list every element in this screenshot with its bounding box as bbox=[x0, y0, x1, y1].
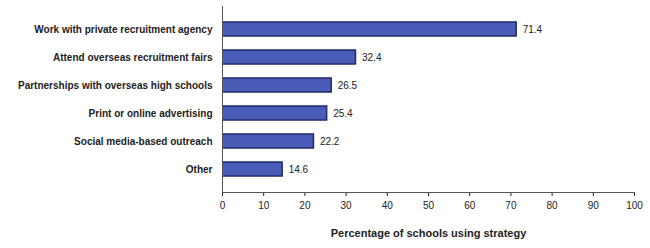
svg-text:Other: Other bbox=[186, 164, 213, 175]
svg-text:40: 40 bbox=[382, 200, 394, 211]
svg-text:90: 90 bbox=[588, 200, 600, 211]
svg-text:20: 20 bbox=[299, 200, 311, 211]
svg-text:70: 70 bbox=[505, 200, 517, 211]
svg-text:Social media-based outreach: Social media-based outreach bbox=[74, 136, 212, 147]
svg-text:Percentage of schools using st: Percentage of schools using strategy bbox=[331, 227, 527, 239]
svg-text:80: 80 bbox=[547, 200, 559, 211]
svg-text:26.5: 26.5 bbox=[338, 80, 358, 91]
svg-text:Partnerships with overseas hig: Partnerships with overseas high schools bbox=[18, 80, 213, 91]
svg-text:Work with private recruitment: Work with private recruitment agency bbox=[34, 24, 213, 35]
svg-text:25.4: 25.4 bbox=[333, 108, 353, 119]
svg-text:14.6: 14.6 bbox=[289, 164, 309, 175]
svg-text:22.2: 22.2 bbox=[320, 136, 340, 147]
svg-text:32.4: 32.4 bbox=[362, 52, 382, 63]
svg-text:71.4: 71.4 bbox=[523, 24, 543, 35]
svg-text:10: 10 bbox=[258, 200, 270, 211]
svg-text:100: 100 bbox=[626, 200, 643, 211]
svg-text:50: 50 bbox=[423, 200, 435, 211]
svg-text:0: 0 bbox=[220, 200, 226, 211]
svg-text:60: 60 bbox=[464, 200, 476, 211]
svg-text:Attend overseas recruitment fa: Attend overseas recruitment fairs bbox=[53, 52, 213, 63]
svg-text:Print or online advertising: Print or online advertising bbox=[89, 108, 213, 119]
svg-text:30: 30 bbox=[341, 200, 353, 211]
